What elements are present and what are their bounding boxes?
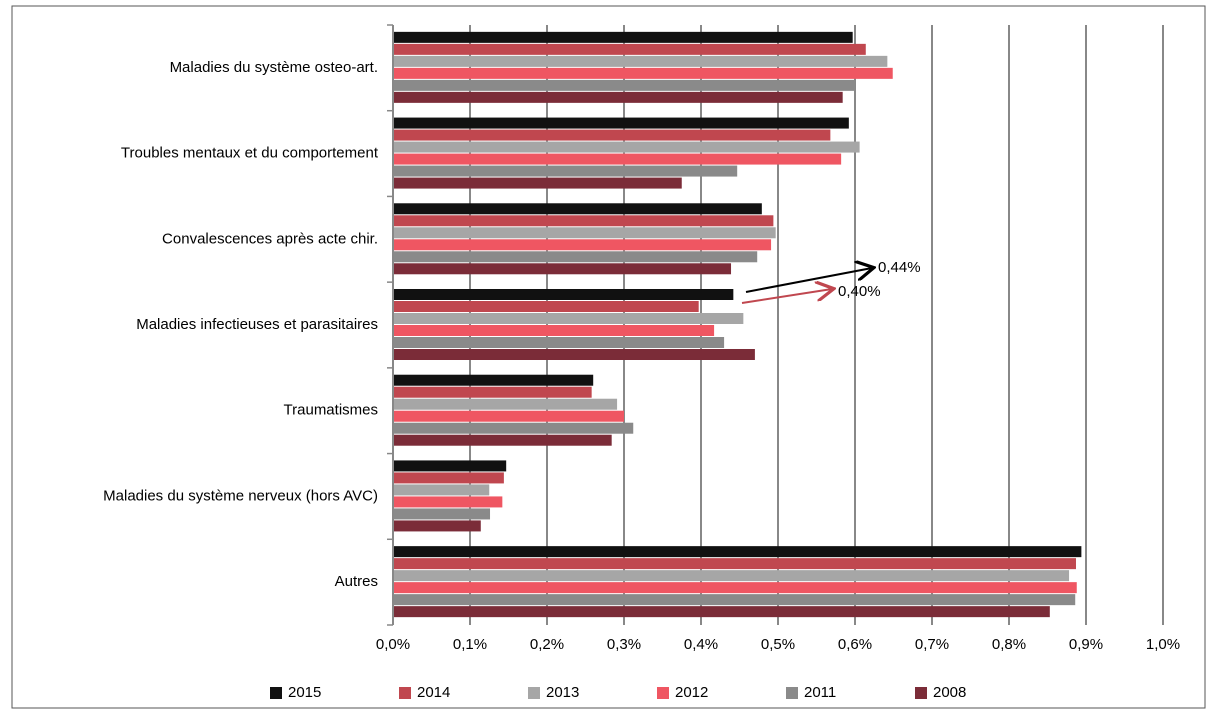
- bar: [393, 239, 772, 251]
- y-tick-label: Convalescences après acte chir.: [162, 230, 378, 247]
- x-tick-label: 0,4%: [684, 636, 718, 653]
- bar: [393, 570, 1070, 582]
- bar: [393, 484, 490, 496]
- bar: [393, 55, 888, 67]
- x-tick-label: 0,3%: [607, 636, 641, 653]
- y-tick-label: Maladies du système nerveux (hors AVC): [103, 487, 378, 504]
- x-tick-label: 0,7%: [915, 636, 949, 653]
- bar: [393, 67, 893, 79]
- bar: [393, 496, 503, 508]
- annotation-arrow: [745, 268, 872, 293]
- x-tick-label: 0,0%: [376, 636, 410, 653]
- bar: [393, 203, 762, 215]
- legend-label: 2013: [546, 684, 579, 701]
- bar: [393, 129, 831, 141]
- legend-swatch: [528, 687, 540, 699]
- bar: [393, 43, 866, 55]
- bar: [393, 31, 853, 43]
- bar: [393, 117, 849, 129]
- bar: [393, 153, 842, 165]
- bar: [393, 313, 744, 324]
- legend-label: 2008: [933, 684, 966, 701]
- bar: [393, 251, 758, 263]
- legend-label: 2012: [675, 684, 708, 701]
- bar: [393, 301, 699, 312]
- bar: [393, 398, 618, 410]
- plot-area: 0,0% 0,1% 0,2% 0,3% 0,4% 0,5% 0,6% 0,7% 0,8% 0,9%…: [103, 24, 1180, 653]
- y-tick-label: Maladies du système osteo-art.: [170, 59, 378, 76]
- bar: [393, 508, 491, 520]
- x-tick-label: 0,1%: [453, 636, 487, 653]
- legend-label: 2011: [804, 684, 836, 701]
- bar: [393, 460, 507, 472]
- bar: [393, 606, 1050, 618]
- bar: [393, 289, 734, 300]
- bar: [393, 177, 682, 189]
- legend-swatch: [915, 687, 927, 699]
- legend-swatch: [786, 687, 798, 699]
- bar: [393, 386, 592, 398]
- y-tick-label: Autres: [335, 573, 378, 590]
- y-tick-label: Troubles mentaux et du comportement: [121, 145, 379, 162]
- bar: [393, 410, 624, 422]
- bar: [393, 141, 860, 153]
- bar: [393, 165, 738, 177]
- annotation: 0,44%: [878, 259, 921, 276]
- y-tick-label: Traumatismes: [284, 402, 378, 419]
- x-tick-label: 0,8%: [992, 636, 1026, 653]
- bar: [393, 227, 776, 239]
- y-tick-label: Maladies infectieuses et parasitaires: [136, 316, 378, 333]
- legend-swatch: [657, 687, 669, 699]
- bar: [393, 79, 855, 91]
- bar: [393, 215, 774, 227]
- bar: [393, 558, 1076, 570]
- x-tick-label: 0,9%: [1069, 636, 1103, 653]
- bar: [393, 422, 634, 434]
- x-tick-label: 0,2%: [530, 636, 564, 653]
- bar: [393, 263, 732, 275]
- legend-swatch: [399, 687, 411, 699]
- bar: [393, 520, 481, 532]
- bar: [393, 434, 612, 446]
- legend-label: 2015: [288, 684, 321, 701]
- bar: [393, 349, 755, 360]
- annotation-arrow: [741, 289, 832, 304]
- bar: [393, 546, 1082, 558]
- legend-label: 2014: [417, 684, 450, 701]
- x-tick-label: 0,5%: [761, 636, 795, 653]
- bar: [393, 594, 1076, 606]
- bar: [393, 472, 504, 484]
- bar: [393, 582, 1077, 594]
- x-tick-label: 1,0%: [1146, 636, 1180, 653]
- bar: [393, 337, 725, 348]
- x-tick-label: 0,6%: [838, 636, 872, 653]
- bar: [393, 91, 843, 103]
- bar: [393, 374, 594, 386]
- bar: [393, 325, 715, 336]
- frame: [11, 5, 1206, 709]
- legend-swatch: [270, 687, 282, 699]
- annotation: 0,40%: [838, 283, 881, 300]
